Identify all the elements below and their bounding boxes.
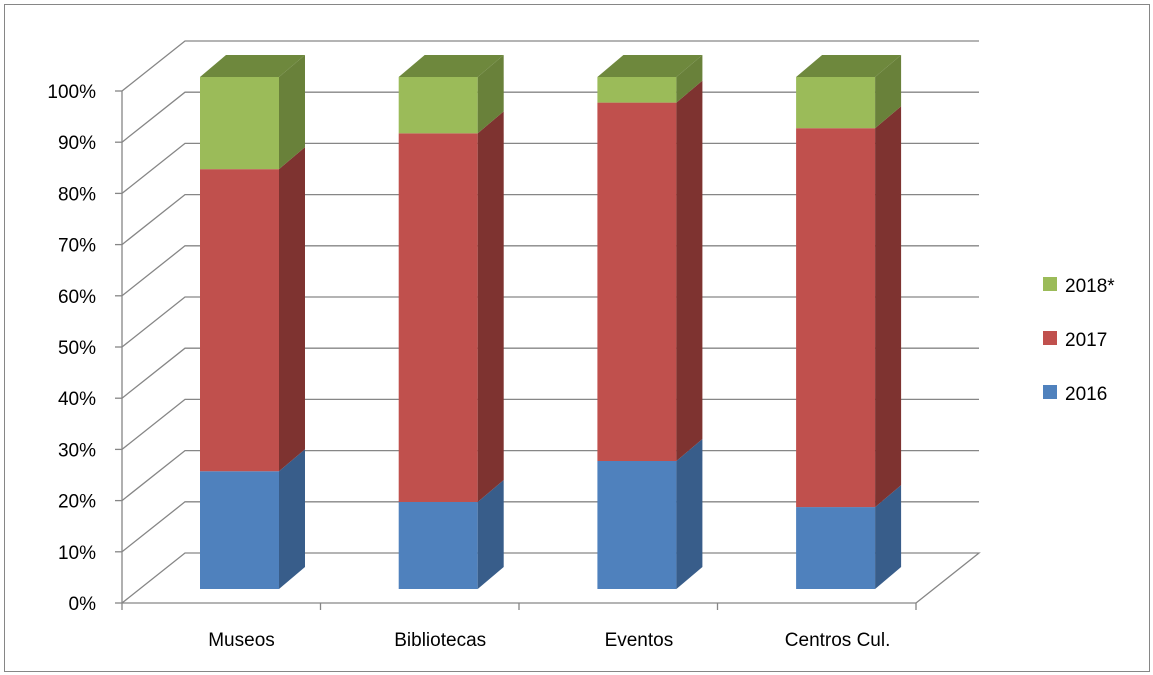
bar-segment-side	[676, 80, 703, 461]
x-tick-label: Centros Cul.	[785, 630, 891, 651]
y-axis-tick-labels: 0% 10% 20% 30% 40% 50% 60% 70% 80% 90% 100%	[47, 82, 96, 615]
legend-label: 2017	[1065, 330, 1107, 351]
bar-segment-top	[597, 55, 703, 77]
gridline	[121, 40, 979, 92]
bar-segment-front	[398, 133, 478, 502]
bar-segment-front	[597, 461, 677, 589]
bar-segment-front	[796, 507, 876, 589]
bar-segment-top	[796, 55, 902, 77]
gridline	[121, 449, 979, 502]
bar-segment-side	[676, 439, 703, 589]
bar-segment-side	[279, 55, 305, 170]
x-axis: Museos Bibliotecas Eventos Centros Cul.	[121, 602, 917, 651]
bar-segment-front	[200, 471, 279, 589]
y-tick-label: 30%	[58, 440, 96, 461]
bar-segment-front	[398, 77, 478, 134]
legend-swatch	[1043, 385, 1057, 399]
bar-segment-side	[477, 111, 504, 502]
gridline	[121, 296, 979, 348]
chart-frame	[4, 4, 1150, 672]
gridline	[121, 245, 979, 297]
gridline	[121, 193, 979, 246]
bar-segment-side	[875, 106, 902, 508]
bar-segment-front	[597, 77, 677, 103]
y-tick-label: 60%	[58, 287, 96, 308]
gridline	[121, 347, 979, 399]
gridline	[121, 501, 979, 553]
bar-segment-front	[200, 169, 279, 472]
bars	[200, 55, 902, 589]
y-tick-label: 40%	[58, 389, 96, 410]
y-tick-label: 20%	[58, 492, 96, 513]
legend-label: 2016	[1065, 384, 1107, 405]
legend-swatch	[1043, 277, 1057, 291]
bar-segment-front	[200, 77, 279, 170]
y-tick-label: 80%	[58, 184, 96, 205]
y-tick-label: 100%	[47, 82, 96, 103]
y-tick-label: 50%	[58, 338, 96, 359]
legend: 2018* 2017 2016	[1043, 276, 1115, 405]
bar-segment-top	[398, 55, 504, 77]
x-tick-label: Bibliotecas	[394, 630, 486, 651]
legend-label: 2018*	[1065, 276, 1115, 297]
y-tick-label: 90%	[58, 133, 96, 154]
gridline	[121, 398, 979, 450]
bar-segment-side	[676, 55, 703, 103]
bar-segment-top	[200, 55, 305, 77]
gridline	[121, 142, 979, 194]
bar-segment-side	[477, 479, 504, 589]
bar-segment-front	[796, 77, 876, 129]
bar-segment-side	[279, 449, 305, 589]
bar-segment-front	[597, 102, 677, 461]
bar-segment-side	[875, 55, 902, 129]
x-tick-label: Eventos	[605, 630, 674, 651]
y-tick-label: 70%	[58, 236, 96, 257]
x-tick-label: Museos	[208, 630, 275, 651]
y-tick-label: 0%	[69, 594, 97, 615]
floor-outline	[121, 552, 981, 604]
bar-segment-front	[398, 501, 478, 589]
gridlines	[115, 40, 979, 604]
chart-walls	[121, 552, 981, 604]
bar-segment-front	[796, 128, 876, 508]
legend-swatch	[1043, 331, 1057, 345]
bar-segment-side	[279, 147, 305, 472]
bar-segment-side	[477, 55, 504, 134]
bar-segment-side	[875, 485, 902, 589]
gridline	[121, 91, 979, 143]
y-tick-label: 10%	[58, 543, 96, 564]
